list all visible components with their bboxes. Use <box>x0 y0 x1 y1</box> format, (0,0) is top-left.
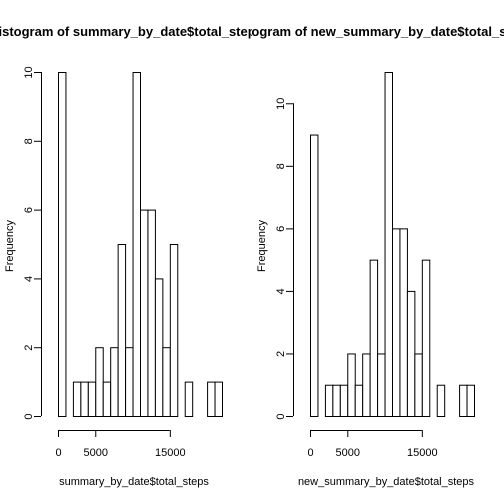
histogram-bar <box>414 353 423 418</box>
y-tick-label: 0 <box>275 413 287 419</box>
histogram-bar <box>392 228 401 417</box>
histogram-bar <box>324 384 334 417</box>
y-tick-label: 4 <box>23 276 35 282</box>
y-axis-label: Frequency <box>4 220 16 272</box>
histogram-bar <box>421 259 431 417</box>
x-tick-label: 15000 <box>155 447 186 459</box>
y-axis-label: Frequency <box>256 220 268 272</box>
histogram-bar <box>362 353 371 418</box>
histogram-bar <box>80 381 89 418</box>
histogram-bar <box>466 384 475 417</box>
histogram-bar <box>110 347 119 418</box>
histogram-bar <box>436 384 446 417</box>
histogram-bar <box>339 384 349 417</box>
histogram-bar <box>347 353 356 418</box>
x-tick-label: 5000 <box>336 447 360 459</box>
histogram-panel-2: Histogram of new_summary_by_date$total_s… <box>227 24 504 488</box>
histogram-bar <box>132 72 142 417</box>
histogram-bar <box>332 384 341 417</box>
y-tick-label: 0 <box>23 413 35 419</box>
histogram-bar <box>72 381 82 418</box>
histogram-bar <box>125 347 134 418</box>
y-tick-label: 8 <box>23 138 35 144</box>
histogram-panel-1: Histogram of summary_by_date$total_steps… <box>0 24 263 488</box>
histogram-bar <box>95 347 104 418</box>
y-tick-label: 4 <box>275 288 287 294</box>
y-tick-label: 10 <box>275 98 287 110</box>
y-tick-label: 6 <box>275 226 287 232</box>
x-axis-label: new_summary_by_date$total_steps <box>298 476 475 488</box>
histogram-bar <box>377 353 386 418</box>
histogram-bar <box>310 134 319 418</box>
histogram-bar <box>207 381 216 418</box>
y-tick-label: 8 <box>275 163 287 169</box>
histogram-bar <box>214 381 224 418</box>
x-axis-label: summary_by_date$total_steps <box>59 476 209 488</box>
histogram-bar <box>117 244 127 417</box>
histogram-bar <box>102 381 112 418</box>
histogram-bar <box>369 259 379 417</box>
chart-title: Histogram of summary_by_date$total_steps <box>0 24 263 39</box>
histogram-bar <box>87 381 97 418</box>
histogram-bar <box>140 209 149 417</box>
x-tick-label: 0 <box>55 447 61 459</box>
x-tick-label: 15000 <box>407 447 438 459</box>
histogram-bar <box>162 347 171 418</box>
histogram-bar <box>169 244 179 417</box>
histogram-bar <box>354 384 364 417</box>
histogram-bar <box>184 381 194 418</box>
y-tick-label: 6 <box>23 207 35 213</box>
x-tick-label: 0 <box>307 447 313 459</box>
histogram-bar <box>154 278 164 417</box>
histogram-bar <box>406 290 416 417</box>
chart-title: Histogram of new_summary_by_date$total_s… <box>227 24 504 39</box>
y-tick-label: 10 <box>23 66 35 78</box>
histogram-bar <box>147 209 156 417</box>
x-tick-label: 5000 <box>84 447 108 459</box>
y-tick-label: 2 <box>23 345 35 351</box>
histogram-bar <box>399 228 408 417</box>
histogram-bar <box>58 72 67 417</box>
histogram-bar <box>384 72 393 417</box>
y-tick-label: 2 <box>275 351 287 357</box>
histogram-bar <box>459 384 468 417</box>
